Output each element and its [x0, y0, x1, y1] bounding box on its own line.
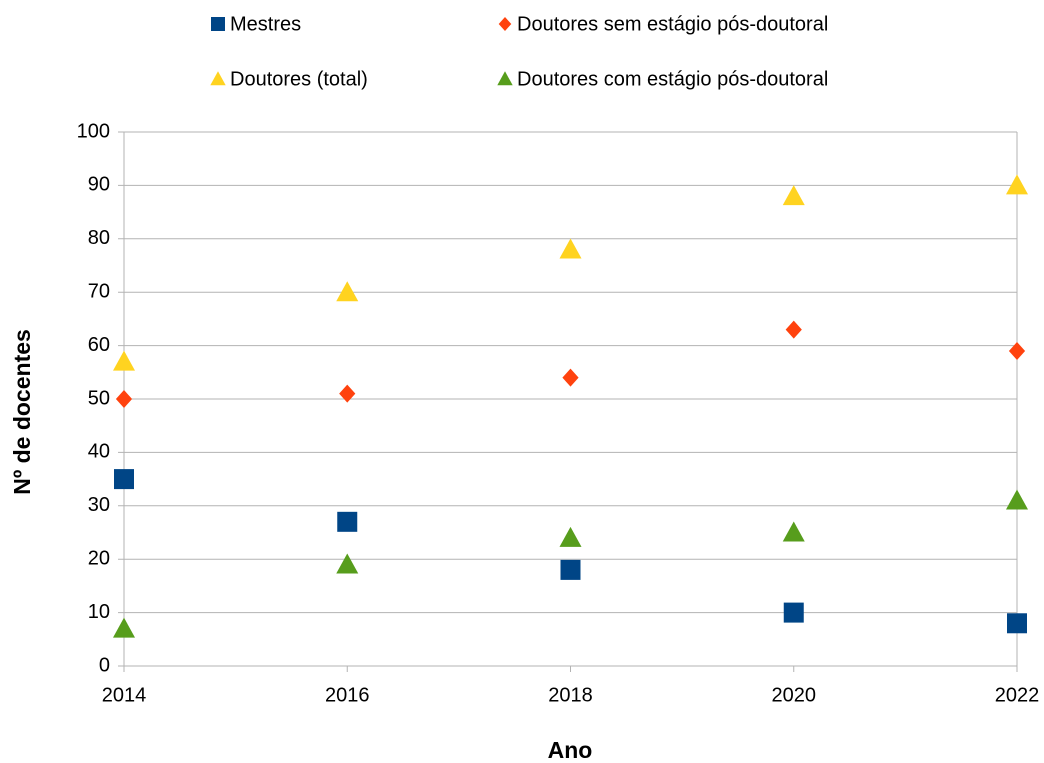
y-tick-label: 60 [88, 334, 110, 356]
legend-marker [211, 17, 225, 31]
y-tick-label: 0 [99, 654, 110, 676]
point [1006, 174, 1028, 195]
x-tick-label: 2020 [772, 684, 817, 706]
x-tick-label: 2016 [325, 684, 370, 706]
x-axis-title: Ano [548, 737, 593, 763]
point [783, 602, 804, 623]
y-tick-label: 90 [88, 174, 110, 196]
y-tick-label: 80 [88, 227, 110, 249]
point [560, 559, 581, 580]
y-axis-title: Nº de docentes [9, 329, 35, 495]
point [337, 511, 358, 532]
point [782, 521, 805, 542]
point [1006, 489, 1028, 510]
legend-label: Doutores com estágio pós-doutoral [517, 68, 828, 90]
y-tick-label: 10 [88, 601, 110, 623]
point [782, 185, 805, 206]
point [336, 553, 359, 574]
point [115, 390, 133, 408]
y-tick-label: 40 [88, 441, 110, 463]
point [785, 320, 802, 339]
legend-label: Doutores sem estágio pós-doutoral [517, 13, 828, 35]
legend-marker [210, 71, 226, 86]
point [559, 526, 582, 547]
point [339, 384, 356, 403]
point [114, 469, 134, 490]
point [113, 350, 135, 371]
point [1007, 613, 1027, 634]
point [336, 281, 359, 302]
legend-label: Mestres [230, 13, 301, 35]
x-tick-label: 2014 [102, 684, 147, 706]
legend-marker [497, 71, 513, 86]
y-tick-label: 70 [88, 280, 110, 302]
point [559, 238, 582, 259]
legend-label: Doutores (total) [230, 68, 368, 90]
point [562, 368, 579, 387]
y-tick-label: 100 [77, 120, 110, 142]
y-tick-label: 30 [88, 494, 110, 516]
point [113, 617, 135, 638]
y-tick-label: 20 [88, 547, 110, 569]
x-tick-label: 2022 [995, 684, 1040, 706]
x-tick-label: 2018 [548, 684, 593, 706]
y-tick-label: 50 [88, 387, 110, 409]
point [1008, 341, 1026, 360]
legend-marker [498, 17, 512, 31]
